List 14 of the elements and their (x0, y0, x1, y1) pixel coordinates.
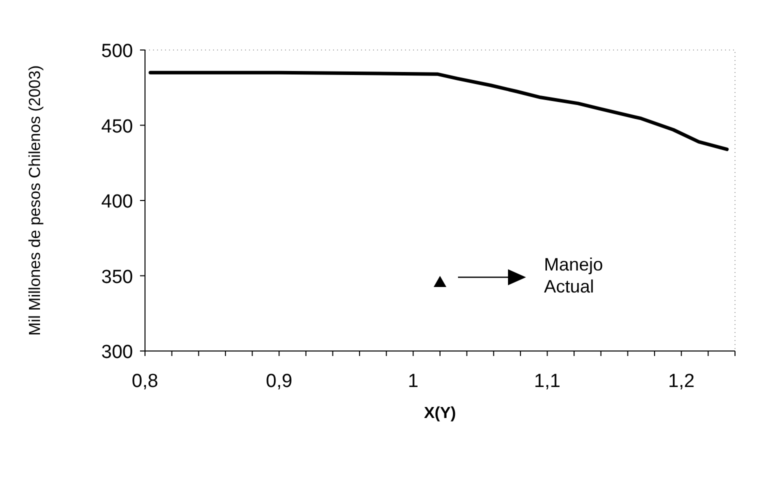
y-tick-label: 400 (101, 192, 133, 212)
y-tick-label: 500 (101, 41, 133, 62)
line-series (148, 70, 729, 152)
x-tick-label: 1,1 (534, 371, 560, 392)
y-tick-label: 300 (101, 342, 133, 363)
x-axis-title: X(Y) (424, 405, 456, 422)
x-tick-label: 0,8 (132, 371, 158, 392)
x-tick-label: 1,2 (668, 371, 695, 392)
x-tick-label: 0,9 (266, 371, 292, 392)
annotation: Manejo Actual (544, 254, 604, 296)
y-tick-label: 450 (101, 116, 133, 138)
y-tick-label: 350 (101, 266, 133, 288)
y-axis-title: Mil Millones de pesos Chilenos (2003) (27, 65, 44, 336)
x-tick-label: 1 (408, 371, 418, 392)
